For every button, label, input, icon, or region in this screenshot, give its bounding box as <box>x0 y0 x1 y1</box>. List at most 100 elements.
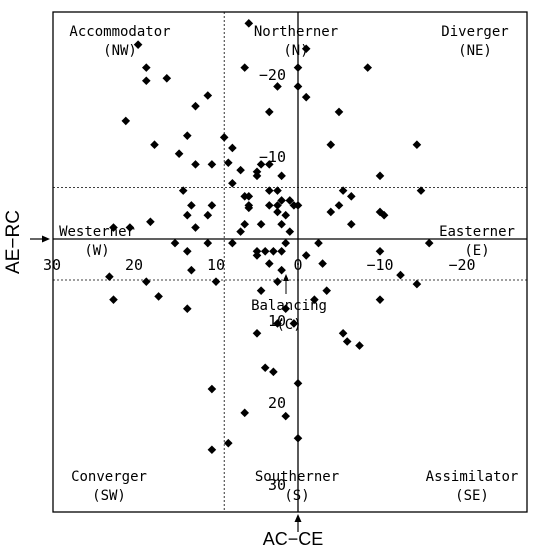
data-point <box>265 160 274 169</box>
data-point <box>228 238 237 248</box>
data-point <box>244 192 254 201</box>
region-code: (C) <box>276 317 301 333</box>
region-name: Accommodator <box>69 24 170 40</box>
data-point <box>256 160 266 169</box>
data-point <box>301 251 311 260</box>
x-tick-label: 0 <box>293 256 302 274</box>
region-code: (NE) <box>458 43 492 59</box>
data-point <box>281 411 290 421</box>
data-point <box>338 186 348 195</box>
data-point <box>396 270 405 280</box>
region-code: (N) <box>283 43 308 59</box>
y-tick-label: 20 <box>268 394 286 412</box>
region-name: Balancing <box>251 298 327 314</box>
x-axis-label: AE−RC <box>3 210 24 274</box>
data-point <box>142 76 151 86</box>
data-point <box>109 295 118 304</box>
data-point <box>265 201 274 210</box>
region-name: Westerner <box>59 224 135 240</box>
data-point <box>379 210 389 220</box>
data-point <box>281 304 290 313</box>
region-code: (S) <box>284 488 309 504</box>
data-point <box>375 171 385 181</box>
data-point <box>154 292 163 301</box>
data-point <box>334 107 344 117</box>
data-point <box>191 160 200 169</box>
data-point <box>224 158 233 168</box>
data-point <box>293 379 303 388</box>
region-code: (W) <box>84 243 109 259</box>
data-point <box>289 319 299 328</box>
data-point <box>207 160 217 169</box>
data-point <box>146 217 155 227</box>
data-point <box>228 178 237 188</box>
data-point <box>150 140 159 149</box>
data-point <box>293 201 303 210</box>
y-tick-labels: −30−20−10102030 <box>259 0 286 494</box>
data-point <box>183 247 192 256</box>
data-point <box>252 171 262 181</box>
x-axis-arrow <box>30 235 50 243</box>
data-point <box>244 203 254 213</box>
data-point <box>211 277 221 286</box>
data-point <box>240 408 249 418</box>
data-point <box>277 196 286 205</box>
data-point <box>326 207 336 217</box>
data-point <box>133 40 143 49</box>
data-point <box>191 101 200 111</box>
data-point <box>273 207 282 217</box>
balancing-arrow-head <box>283 274 289 281</box>
data-point <box>228 143 237 153</box>
region-code: (NW) <box>103 43 137 59</box>
data-point <box>269 367 278 377</box>
x-tick-labels: 30 20 10 0 −10 −20 <box>43 256 476 274</box>
data-point <box>203 238 213 248</box>
data-point <box>277 171 286 181</box>
region-name: Assimilator <box>426 469 519 485</box>
data-point <box>121 116 131 126</box>
y-tick-label: −20 <box>259 66 286 84</box>
data-point <box>191 223 200 232</box>
data-point <box>240 63 249 72</box>
data-point <box>301 44 311 54</box>
data-point <box>326 140 336 149</box>
data-point <box>109 223 118 232</box>
data-point <box>269 247 278 256</box>
data-point <box>240 219 249 229</box>
region-code: (SW) <box>92 488 126 504</box>
data-point <box>322 286 331 295</box>
region-name: Northerner <box>254 24 338 40</box>
data-point <box>207 445 217 455</box>
data-point <box>142 277 151 286</box>
region-code: (SE) <box>455 488 489 504</box>
data-point <box>412 279 422 289</box>
data-point <box>252 329 262 338</box>
data-point <box>273 319 282 328</box>
data-point <box>162 73 172 83</box>
data-point <box>293 82 303 91</box>
data-point <box>277 219 286 229</box>
x-tick-label: 20 <box>125 256 143 274</box>
data-point <box>256 219 266 229</box>
y-tick-label: 30 <box>268 476 286 494</box>
data-point <box>273 82 282 91</box>
y-axis-arrow <box>294 514 302 532</box>
data-point <box>273 277 282 286</box>
data-point <box>244 19 254 28</box>
data-point <box>273 186 282 195</box>
x-tick-label: 10 <box>207 256 225 274</box>
data-point <box>183 304 192 313</box>
balancing-arrow <box>283 274 289 294</box>
data-point <box>285 227 295 236</box>
region-name: Easterner <box>439 224 515 240</box>
data-point <box>187 265 196 275</box>
data-point <box>338 329 348 338</box>
data-point <box>416 186 426 195</box>
data-point <box>183 210 192 220</box>
data-point <box>412 140 422 149</box>
data-point <box>125 223 135 232</box>
region-code: (E) <box>464 243 489 259</box>
y-tick-label: −10 <box>259 148 286 166</box>
data-point <box>281 238 290 248</box>
